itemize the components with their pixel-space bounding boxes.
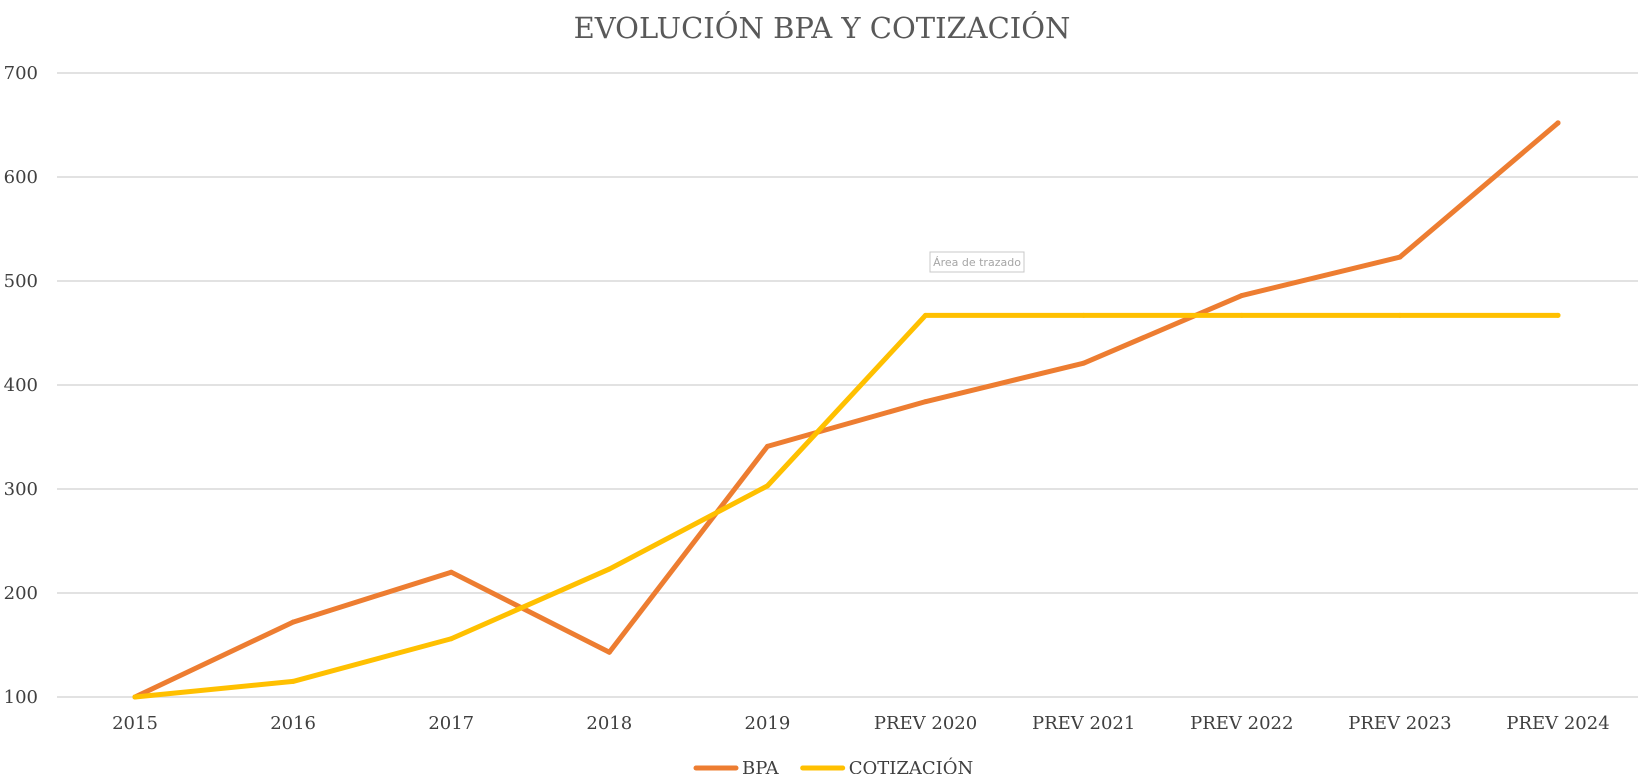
x-tick-label: PREV 2023 [1348, 713, 1451, 734]
data-point-cotizaci-n[interactable] [132, 694, 138, 700]
plot-area-tooltip: Área de trazado [929, 251, 1025, 273]
y-tick-label: 700 [4, 63, 38, 84]
series-lines [132, 120, 1561, 700]
x-tick-label: 2016 [270, 713, 316, 734]
legend-label-bpa: BPA [742, 758, 780, 774]
x-tick-label: 2019 [745, 713, 791, 734]
y-tick-label: 500 [4, 271, 38, 292]
data-point-cotizaci-n[interactable] [1397, 312, 1403, 318]
x-tick-label: PREV 2020 [874, 713, 977, 734]
data-point-bpa[interactable] [1081, 360, 1087, 366]
tooltip-box [929, 251, 1025, 273]
data-point-cotizaci-n[interactable] [290, 678, 296, 684]
data-point-cotizaci-n[interactable] [1081, 312, 1087, 318]
series-line-bpa[interactable] [132, 120, 1561, 700]
y-axis-ticks: 100 200 300 400 500 600 700 [4, 63, 38, 708]
x-axis-ticks: 2015 2016 2017 2018 2019 PREV 2020 PREV 2021 PR… [112, 713, 1610, 734]
legend[interactable]: BPA COTIZACIÓN [693, 756, 974, 774]
data-point-bpa[interactable] [1239, 293, 1245, 299]
data-point-cotizaci-n[interactable] [764, 483, 770, 489]
series-line-cotizaci-n[interactable] [132, 312, 1561, 700]
data-point-cotizaci-n[interactable] [606, 566, 612, 572]
x-tick-label: 2017 [428, 713, 474, 734]
y-tick-label: 300 [4, 479, 38, 500]
data-point-cotizaci-n[interactable] [1555, 312, 1561, 318]
data-point-bpa[interactable] [1555, 120, 1561, 126]
y-tick-label: 100 [4, 687, 38, 708]
data-point-bpa[interactable] [923, 399, 929, 405]
data-point-cotizaci-n[interactable] [1239, 312, 1245, 318]
y-tick-label: 600 [4, 167, 38, 188]
data-point-bpa[interactable] [764, 443, 770, 449]
tooltip-label: Área de trazado [933, 256, 1021, 269]
x-tick-label: PREV 2021 [1032, 713, 1135, 734]
data-point-bpa[interactable] [1397, 254, 1403, 260]
chart-title: EVOLUCIÓN BPA Y COTIZACIÓN [574, 10, 1071, 45]
y-tick-label: 400 [4, 375, 38, 396]
data-point-cotizaci-n[interactable] [923, 312, 929, 318]
x-tick-label: PREV 2024 [1506, 713, 1609, 734]
data-point-bpa[interactable] [606, 649, 612, 655]
x-tick-label: PREV 2022 [1190, 713, 1293, 734]
data-point-cotizaci-n[interactable] [448, 636, 454, 642]
data-point-bpa[interactable] [448, 569, 454, 575]
data-point-bpa[interactable] [290, 619, 296, 625]
x-tick-label: 2018 [586, 713, 632, 734]
x-tick-label: 2015 [112, 713, 158, 734]
gridlines [57, 72, 1638, 698]
legend-label-cotizaci-n: COTIZACIÓN [849, 756, 974, 774]
y-tick-label: 200 [4, 583, 38, 604]
